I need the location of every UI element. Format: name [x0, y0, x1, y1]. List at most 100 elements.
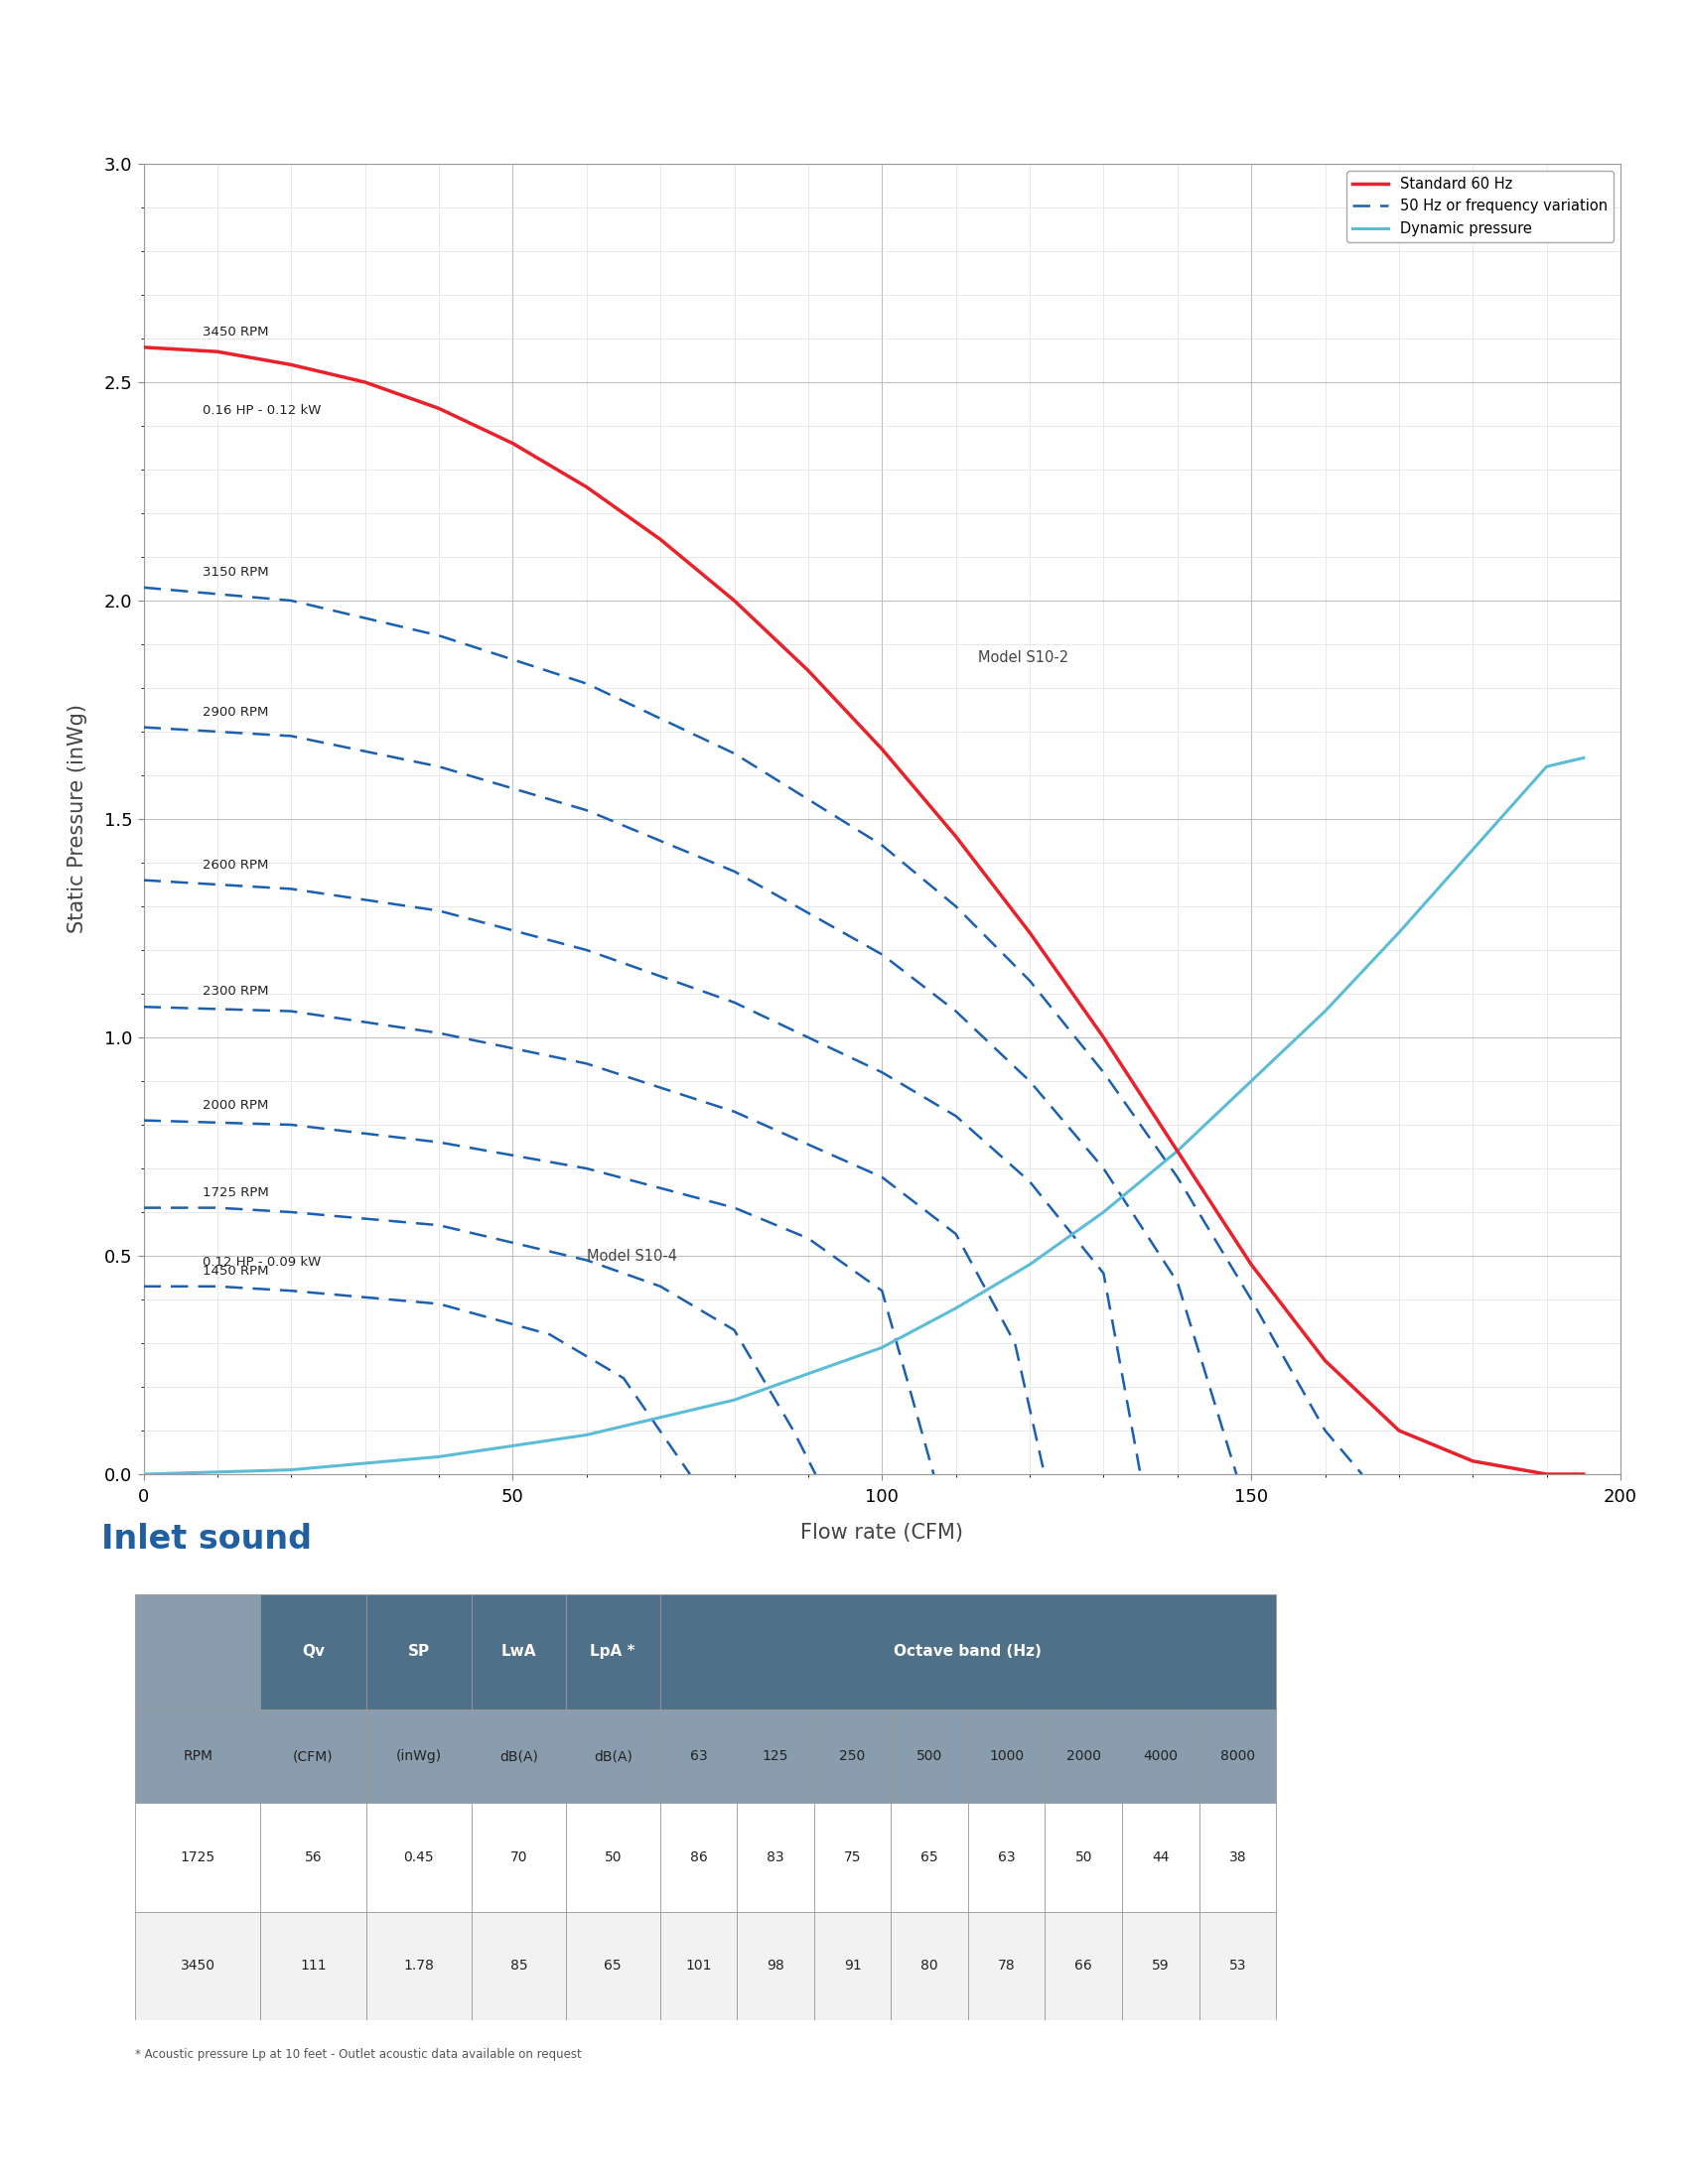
Text: 0.16 HP - 0.12 kW: 0.16 HP - 0.12 kW	[203, 404, 321, 417]
Bar	[1045, 1911, 1123, 2020]
Bar	[565, 1804, 660, 1911]
Text: Model S10-4: Model S10-4	[587, 1249, 677, 1262]
Bar	[738, 1804, 814, 1911]
Bar	[471, 1804, 565, 1911]
Bar	[260, 1594, 366, 1710]
Bar	[135, 1804, 260, 1911]
Text: 75: 75	[844, 1850, 861, 1865]
Text: 86: 86	[690, 1850, 707, 1865]
Bar	[891, 1804, 967, 1911]
Bar	[1198, 1911, 1276, 2020]
Text: 44: 44	[1151, 1850, 1170, 1865]
Text: 59: 59	[1151, 1959, 1170, 1972]
Text: 3150 RPM: 3150 RPM	[203, 566, 268, 579]
Bar	[1123, 1804, 1198, 1911]
Bar	[366, 1710, 471, 1804]
Text: 2000: 2000	[1067, 1749, 1101, 1762]
Text: 98: 98	[766, 1959, 785, 1972]
Text: 125: 125	[763, 1749, 788, 1762]
Bar	[738, 1710, 814, 1804]
Text: 1.78: 1.78	[403, 1959, 434, 1972]
Bar	[814, 1710, 891, 1804]
Bar	[814, 1911, 891, 2020]
Bar	[660, 1710, 738, 1804]
Bar	[260, 1911, 366, 2020]
Text: 250: 250	[839, 1749, 866, 1762]
Text: 2900 RPM: 2900 RPM	[203, 705, 268, 719]
Text: RPM: RPM	[182, 1749, 213, 1762]
Text: 56: 56	[304, 1850, 322, 1865]
Bar	[738, 1911, 814, 2020]
Text: 78: 78	[998, 1959, 1014, 1972]
Text: 50: 50	[604, 1850, 621, 1865]
Text: 500: 500	[917, 1749, 942, 1762]
Bar	[366, 1911, 471, 2020]
Bar	[135, 1911, 260, 2020]
Bar	[891, 1911, 967, 2020]
Bar	[1198, 1804, 1276, 1911]
Bar	[1045, 1710, 1123, 1804]
Text: Qv: Qv	[302, 1645, 324, 1660]
Text: 1450 RPM: 1450 RPM	[203, 1265, 268, 1278]
Text: * Acoustic pressure Lp at 10 feet - Outlet acoustic data available on request: * Acoustic pressure Lp at 10 feet - Outl…	[135, 2049, 582, 2060]
Bar	[1123, 1710, 1198, 1804]
Text: 2300 RPM: 2300 RPM	[203, 985, 268, 998]
Bar	[967, 1911, 1045, 2020]
Text: 1725: 1725	[181, 1850, 216, 1865]
Text: 2600 RPM: 2600 RPM	[203, 858, 268, 871]
Bar	[1198, 1710, 1276, 1804]
Bar	[967, 1804, 1045, 1911]
Text: 1000: 1000	[989, 1749, 1025, 1762]
Bar	[1045, 1804, 1123, 1911]
Bar	[366, 1804, 471, 1911]
Text: 50: 50	[1075, 1850, 1092, 1865]
Text: 8000: 8000	[1220, 1749, 1256, 1762]
Text: STORM 10: STORM 10	[1185, 52, 1646, 131]
Text: 38: 38	[1229, 1850, 1246, 1865]
Bar	[135, 1710, 260, 1804]
Legend: Standard 60 Hz, 50 Hz or frequency variation, Dynamic pressure: Standard 60 Hz, 50 Hz or frequency varia…	[1347, 170, 1614, 242]
Bar	[1123, 1911, 1198, 2020]
Bar	[135, 1594, 260, 1710]
Text: 85: 85	[510, 1959, 527, 1972]
Bar	[565, 1594, 660, 1710]
Bar	[660, 1804, 738, 1911]
Text: 4000: 4000	[1143, 1749, 1178, 1762]
Text: 70: 70	[510, 1850, 527, 1865]
Text: 91: 91	[844, 1959, 861, 1972]
Text: 0.45: 0.45	[403, 1850, 434, 1865]
Text: 66: 66	[1075, 1959, 1092, 1972]
Text: 111: 111	[300, 1959, 326, 1972]
Text: (CFM): (CFM)	[294, 1749, 334, 1762]
Text: LwA: LwA	[501, 1645, 537, 1660]
Text: 101: 101	[685, 1959, 712, 1972]
Text: 65: 65	[920, 1850, 939, 1865]
Bar	[260, 1710, 366, 1804]
Text: 2000 RPM: 2000 RPM	[203, 1099, 268, 1112]
Text: dB(A): dB(A)	[500, 1749, 538, 1762]
Text: SP: SP	[408, 1645, 430, 1660]
Text: 3450: 3450	[181, 1959, 214, 1972]
Text: Inlet sound: Inlet sound	[101, 1524, 312, 1555]
Bar	[471, 1594, 565, 1710]
Text: 65: 65	[604, 1959, 621, 1972]
Bar	[366, 1594, 471, 1710]
Text: 0.12 HP - 0.09 kW: 0.12 HP - 0.09 kW	[203, 1256, 321, 1269]
Bar	[814, 1804, 891, 1911]
Text: 83: 83	[766, 1850, 785, 1865]
Text: LpA *: LpA *	[591, 1645, 635, 1660]
Bar	[565, 1911, 660, 2020]
Bar	[891, 1710, 967, 1804]
Text: 53: 53	[1229, 1959, 1246, 1972]
Text: dB(A): dB(A)	[594, 1749, 633, 1762]
X-axis label: Flow rate (CFM): Flow rate (CFM)	[800, 1522, 964, 1542]
Bar	[565, 1710, 660, 1804]
Bar	[967, 1710, 1045, 1804]
Bar	[660, 1911, 738, 2020]
Bar	[471, 1911, 565, 2020]
Text: (inWg): (inWg)	[397, 1749, 442, 1762]
Text: 80: 80	[920, 1959, 939, 1972]
Bar	[260, 1804, 366, 1911]
Bar	[660, 1594, 1276, 1710]
Text: 63: 63	[998, 1850, 1014, 1865]
